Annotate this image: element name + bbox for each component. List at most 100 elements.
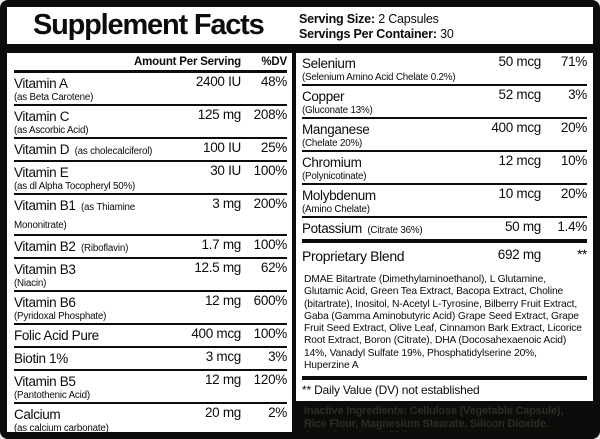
daily-value: 200%: [253, 196, 288, 211]
daily-value: 71%: [560, 54, 587, 69]
daily-value: 100%: [253, 326, 288, 341]
nutrient-row: Vitamin D (as cholecalciferol) 100 IU 25%: [14, 139, 287, 162]
nutrient-row: Vitamin B3 (Niacin) 12.5 mg 62%: [14, 259, 287, 292]
nutrient-form: (as calcium carbonate): [14, 423, 109, 433]
nutrient-form: (Chelate 20%): [302, 138, 363, 149]
column-header-row: Amount Per Serving %DV: [14, 53, 287, 73]
nutrient-row: Copper (Gluconate 13%) 52 mcg 3%: [302, 86, 587, 119]
servings-per-container-label: Servings Per Container:: [299, 27, 437, 41]
amount-per-serving-header: Amount Per Serving: [134, 56, 241, 68]
nutrient-name: Manganese: [302, 122, 370, 137]
amount-value: 50 mg: [504, 219, 541, 234]
nutrient-name: Calcium: [14, 407, 61, 422]
daily-value: 62%: [260, 260, 287, 275]
amount-value: 400 mcg: [191, 326, 241, 341]
daily-value: 120%: [253, 372, 288, 387]
amount-value: 20 mg: [204, 405, 241, 420]
daily-value: 1.4%: [557, 219, 587, 234]
nutrient-row: Manganese (Chelate 20%) 400 mcg 20%: [302, 119, 587, 152]
nutrient-name: Biotin 1%: [14, 351, 68, 366]
daily-value: 48%: [260, 74, 287, 89]
nutrient-row: Potassium (Citrate 36%) 50 mg 1.4%: [302, 218, 587, 241]
nutrient-name: Vitamin A: [14, 76, 68, 91]
nutrient-form: (as cholecalciferol): [74, 146, 153, 157]
nutrient-row: Vitamin B6 (Pyridoxal Phosphate) 12 mg 600…: [14, 292, 287, 325]
nutrient-form: (as Ascorbic Acid): [14, 125, 89, 136]
daily-value: 25%: [260, 140, 287, 155]
daily-value: 10%: [560, 153, 587, 168]
nutrient-name: Molybdenum: [302, 188, 376, 203]
daily-value: 3%: [568, 87, 587, 102]
nutrient-name: Chromium: [302, 155, 362, 170]
amount-value: 125 mg: [197, 107, 242, 122]
nutrient-form: (Polynicotinate): [302, 171, 367, 182]
amount-value: 3 mg: [212, 196, 241, 211]
nutrient-row: Vitamin B5 (Pantothenic Acid) 12 mg 120%: [14, 371, 287, 404]
left-nutrient-column: Amount Per Serving %DV Vitamin A (as Bet…: [7, 53, 292, 432]
daily-value: 2%: [268, 405, 287, 420]
nutrient-name: Vitamin B5: [14, 374, 76, 389]
nutrient-row: Vitamin A (as Beta Carotene) 2400 IU 48%: [14, 73, 287, 106]
right-nutrient-column: Selenium (Selenium Amino Acid Chelate 0.…: [296, 53, 593, 432]
amount-value: 50 mcg: [498, 54, 542, 69]
amount-value: 52 mcg: [498, 87, 542, 102]
nutrient-name: Copper: [302, 89, 345, 104]
servings-per-container-value: 30: [440, 27, 454, 41]
nutrient-name: Vitamin B2: [14, 239, 76, 254]
nutrient-form: (as dl Alpha Tocopheryl 50%): [14, 181, 136, 192]
serving-info: Serving Size: 2 Capsules Servings Per Co…: [293, 8, 589, 42]
daily-value: 600%: [253, 293, 288, 308]
proprietary-blend-row: Proprietary Blend 692 mg **: [302, 241, 587, 270]
nutrient-name: Vitamin E: [14, 165, 69, 180]
nutrient-name: Potassium: [302, 221, 362, 236]
page-title: Supplement Facts: [33, 9, 265, 41]
nutrient-form: (Citrate 36%): [367, 225, 423, 236]
nutrient-row: Selenium (Selenium Amino Acid Chelate 0.…: [302, 53, 587, 86]
footnote-divider: [302, 376, 587, 381]
daily-value: **: [577, 247, 587, 262]
amount-value: 12 mg: [204, 293, 241, 308]
nutrient-form: (Pantothenic Acid): [14, 390, 90, 401]
nutrient-name: Vitamin B6: [14, 295, 76, 310]
nutrient-row: Vitamin E (as dl Alpha Tocopheryl 50%) 30…: [14, 162, 287, 195]
label-header: Supplement Facts Serving Size: 2 Capsule…: [7, 7, 593, 44]
nutrient-row: Folic Acid Pure 400 mcg 100%: [14, 325, 287, 348]
amount-value: 692 mg: [497, 247, 542, 262]
amount-value: 10 mcg: [498, 186, 542, 201]
amount-value: 12.5 mg: [194, 260, 241, 275]
amount-value: 12 mcg: [498, 153, 542, 168]
nutrient-form: (as Thiamine Mononitrate): [14, 202, 136, 231]
header-divider-bar: [7, 44, 593, 53]
nutrient-name: Vitamin B3: [14, 262, 76, 277]
inactive-ingredients-band: Inactive Ingredients: Cellulose (Vegetab…: [296, 401, 593, 432]
nutrient-form: (as Beta Carotene): [14, 92, 94, 103]
nutrient-form: (Amino Chelate): [302, 204, 370, 215]
serving-size-label: Serving Size:: [299, 12, 375, 26]
nutrient-row: Molybdenum (Amino Chelate) 10 mcg 20%: [302, 185, 587, 218]
amount-value: 1.7 mg: [201, 237, 242, 252]
nutrient-row: Vitamin B1 (as Thiamine Mononitrate) 3 mg…: [14, 195, 287, 236]
column-divider: [292, 53, 296, 432]
label-inner-panel: Supplement Facts Serving Size: 2 Capsule…: [7, 7, 593, 432]
nutrient-row: Vitamin C (as Ascorbic Acid) 125 mg 208%: [14, 106, 287, 139]
daily-value-footnote: ** Daily Value (DV) not established: [302, 383, 480, 398]
daily-value: 3%: [268, 349, 287, 364]
nutrient-name: Vitamin C: [14, 109, 70, 124]
serving-size-line: Serving Size: 2 Capsules: [299, 12, 587, 27]
nutrient-form: (Pyridoxal Phosphate): [14, 311, 107, 322]
daily-value: 208%: [253, 107, 288, 122]
nutrient-name: Vitamin D: [14, 142, 70, 157]
nutrient-row: Calcium (as calcium carbonate) 20 mg 2%: [14, 404, 287, 433]
servings-per-container-line: Servings Per Container: 30: [299, 27, 587, 42]
nutrient-form: (Selenium Amino Acid Chelate 0.2%): [302, 72, 456, 83]
nutrient-name: Vitamin B1: [14, 198, 76, 213]
daily-value: 20%: [560, 186, 587, 201]
nutrient-columns: Amount Per Serving %DV Vitamin A (as Bet…: [7, 53, 593, 432]
daily-value: 20%: [560, 120, 587, 135]
nutrient-form: (Gluconate 13%): [302, 105, 373, 116]
percent-dv-header: %DV: [261, 56, 287, 68]
proprietary-blend-ingredients: DMAE Bitartrate (Dimethylaminoethanol), …: [304, 274, 582, 372]
amount-value: 2400 IU: [195, 74, 241, 89]
nutrient-name: Proprietary Blend: [302, 248, 405, 264]
